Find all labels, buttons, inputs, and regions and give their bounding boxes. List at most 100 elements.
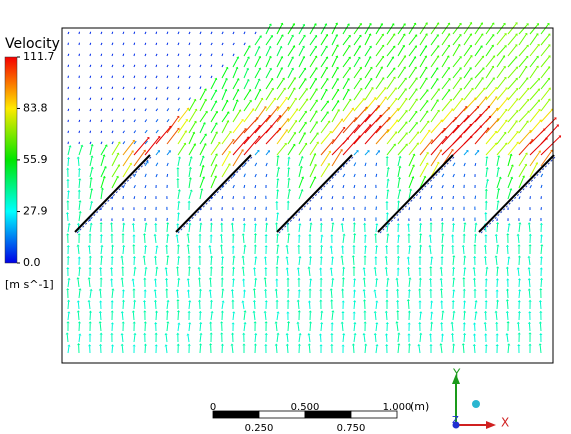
vector-head	[515, 77, 518, 81]
vector-arrow	[298, 25, 305, 35]
vector-arrow	[166, 75, 169, 79]
vector-arrow	[452, 78, 461, 90]
vector-head	[457, 43, 461, 47]
vector-arrow	[67, 301, 70, 310]
vector-arrow	[77, 279, 80, 288]
vector-head	[385, 343, 389, 347]
vector-arrow	[463, 151, 468, 156]
vector-arrow	[320, 79, 328, 90]
vector-head	[362, 277, 366, 280]
vector-arrow	[539, 345, 542, 354]
vector-arrow	[177, 97, 180, 101]
vector-head	[385, 212, 390, 215]
vector-arrow	[540, 173, 544, 178]
vector-head	[510, 176, 514, 180]
vector-arrow	[254, 80, 260, 90]
vector-head	[517, 244, 521, 247]
vector-arrow	[320, 68, 327, 79]
vector-head	[414, 110, 418, 114]
vector-arrow	[320, 132, 331, 145]
vector-arrow	[374, 334, 377, 343]
vector-head	[324, 23, 328, 26]
vector-head	[415, 121, 418, 125]
vector-head	[440, 300, 444, 303]
vector-head	[90, 166, 94, 170]
vector-arrow	[111, 75, 114, 79]
legend-title: Velocity	[5, 36, 60, 52]
vector-head	[90, 143, 94, 147]
vector-head	[491, 34, 495, 37]
vector-head	[189, 156, 193, 159]
vector-head	[480, 45, 483, 48]
vector-arrow	[309, 257, 312, 266]
vector-head	[498, 176, 502, 180]
vector-arrow	[188, 31, 191, 35]
vector-head	[547, 66, 551, 69]
vector-head	[385, 245, 389, 248]
vector-head	[497, 187, 501, 191]
vector-head	[535, 162, 539, 165]
vector-head	[110, 310, 114, 313]
vector-arrow	[166, 31, 169, 35]
vector-arrow	[298, 218, 301, 222]
vector-head	[439, 343, 443, 346]
vector-head	[88, 233, 92, 236]
vector-head	[528, 332, 532, 335]
vector-arrow	[100, 189, 103, 200]
vector-arrow	[67, 53, 70, 57]
vector-arrow	[154, 301, 157, 310]
vector-head	[297, 310, 301, 313]
vector-arrow	[177, 120, 188, 134]
vector-arrow	[89, 31, 92, 35]
vector-arrow	[232, 268, 235, 277]
vector-head	[220, 332, 224, 335]
vector-arrow	[529, 184, 532, 189]
vector-head	[516, 141, 519, 145]
vector-arrow	[265, 107, 278, 123]
vector-head	[524, 65, 528, 69]
vector-head	[319, 344, 323, 347]
vector-head	[550, 108, 554, 112]
vector-arrow	[254, 151, 259, 156]
vector-head	[470, 87, 474, 91]
vector-arrow	[111, 141, 114, 145]
vector-arrow	[540, 34, 550, 46]
vector-arrow	[188, 144, 196, 156]
vector-arrow	[397, 56, 406, 68]
vector-head	[120, 343, 124, 346]
vector-arrow	[331, 196, 334, 200]
vector-head	[539, 310, 543, 313]
vector-head	[263, 277, 267, 280]
vector-arrow	[419, 313, 422, 321]
vector-arrow	[100, 108, 103, 112]
vector-arrow	[122, 64, 125, 68]
vector-head	[539, 222, 543, 225]
vector-head	[395, 277, 399, 280]
vector-arrow	[144, 185, 147, 189]
vector-arrow	[309, 68, 317, 79]
vector-head	[424, 45, 428, 48]
vector-head	[77, 189, 81, 192]
vector-arrow	[243, 57, 249, 68]
vector-head	[185, 118, 188, 122]
vector-head	[316, 141, 319, 145]
vector-arrow	[154, 257, 157, 266]
vector-arrow	[210, 64, 213, 68]
vector-head	[122, 222, 126, 225]
vector-head	[517, 310, 521, 313]
vector-arrow	[132, 280, 135, 288]
vector-head	[66, 167, 70, 170]
vector-arrow	[287, 99, 296, 112]
vector-head	[304, 110, 307, 114]
vector-arrow	[353, 280, 356, 288]
vector-head	[436, 45, 440, 48]
vector-head	[230, 343, 234, 346]
vector-head	[214, 122, 218, 125]
vector-arrow	[430, 46, 439, 57]
vector-arrow	[265, 128, 280, 145]
vector-arrow	[155, 42, 158, 46]
vector-arrow	[518, 196, 521, 200]
vector-arrow	[309, 280, 312, 288]
vector-head	[353, 332, 357, 336]
vector-head	[404, 88, 407, 91]
